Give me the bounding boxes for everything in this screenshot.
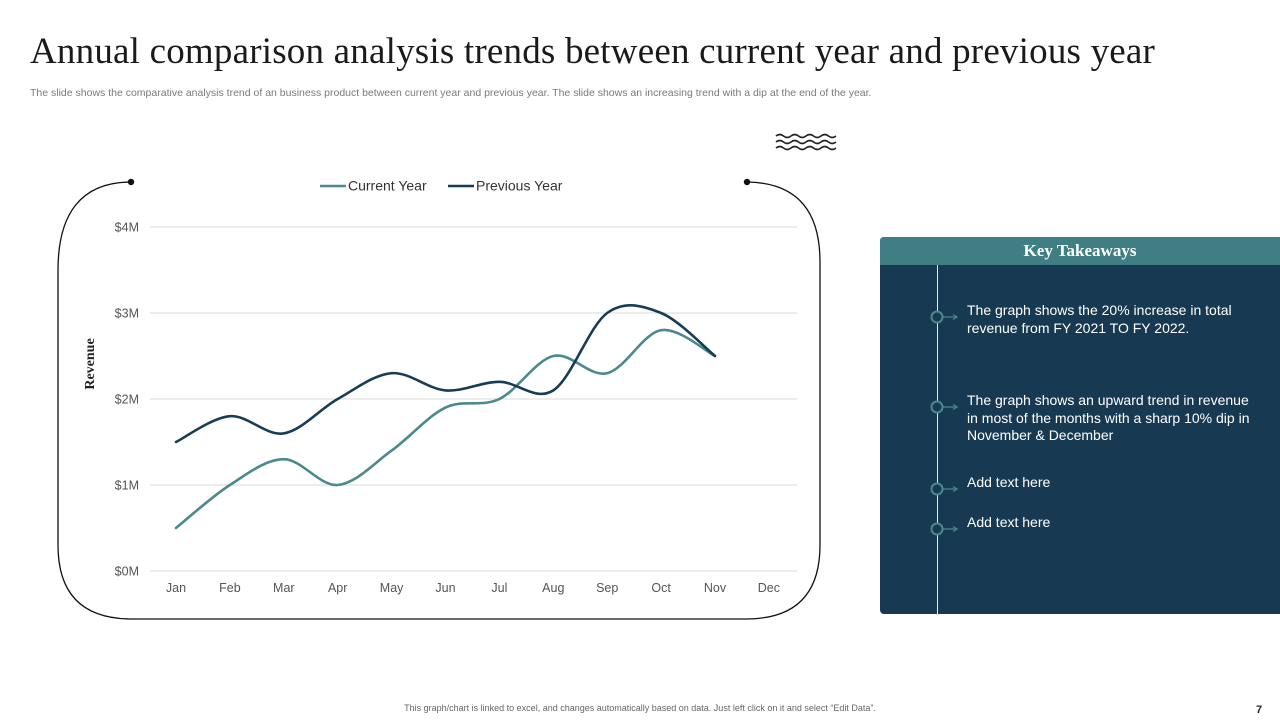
x-tick-label: May	[380, 581, 404, 595]
x-tick-label: Mar	[273, 581, 295, 595]
frame-dot-right	[743, 178, 751, 186]
page-number: 7	[1256, 704, 1263, 716]
x-tick-label: Jul	[491, 581, 507, 595]
x-tick-label: Feb	[219, 581, 241, 595]
x-tick-label: Dec	[758, 581, 780, 595]
y-tick-label: $1M	[115, 479, 139, 493]
timeline-node-icon	[930, 522, 959, 536]
series-line-previous-year[interactable]	[174, 304, 717, 444]
y-axis-title: Revenue	[83, 338, 98, 389]
x-tick-label: Aug	[542, 581, 564, 595]
y-tick-label: $3M	[115, 307, 139, 321]
x-tick-label: Jun	[435, 581, 455, 595]
footnote: This graph/chart is linked to excel, and…	[404, 703, 876, 713]
takeaway-text: The graph shows an upward trend in reven…	[967, 392, 1250, 443]
x-tick-label: Jan	[166, 581, 186, 595]
legend-item[interactable]: Previous Year	[448, 178, 563, 194]
takeaway-text: The graph shows the 20% increase in tota…	[967, 302, 1232, 336]
slide-title: Annual comparison analysis trends betwee…	[30, 31, 1156, 72]
y-tick-label: $4M	[115, 221, 139, 235]
key-takeaways-header: Key Takeaways	[880, 237, 1280, 265]
revenue-line-chart[interactable]: $0M $1M $2M $3M $4M Jan Feb Mar Apr May Jun Jul Aug S…	[0, 0, 880, 640]
key-takeaways-panel: Key Takeaways The graph shows the 20% in…	[880, 237, 1280, 614]
x-tick-label: Sep	[596, 581, 618, 595]
y-tick-label: $2M	[115, 393, 139, 407]
timeline-node-icon	[930, 482, 959, 496]
timeline-node-icon	[930, 400, 959, 414]
legend-label: Current Year	[348, 178, 427, 194]
timeline-node-icon	[930, 310, 959, 324]
x-tick-label: Apr	[328, 581, 347, 595]
takeaway-text: Add text here	[967, 514, 1051, 530]
legend-item[interactable]: Current Year	[320, 178, 427, 194]
legend-label: Previous Year	[476, 178, 563, 194]
frame-dot-left	[127, 178, 135, 186]
series-line-current-year[interactable]	[174, 328, 717, 530]
wave-icon	[775, 133, 837, 151]
y-tick-label: $0M	[115, 565, 139, 579]
x-tick-label: Oct	[651, 581, 671, 595]
takeaway-text: Add text here	[967, 474, 1051, 490]
slide-subtitle: The slide shows the comparative analysis…	[30, 87, 872, 99]
timeline-line	[937, 265, 938, 614]
chart-frame	[57, 181, 821, 620]
x-tick-label: Nov	[704, 581, 727, 595]
